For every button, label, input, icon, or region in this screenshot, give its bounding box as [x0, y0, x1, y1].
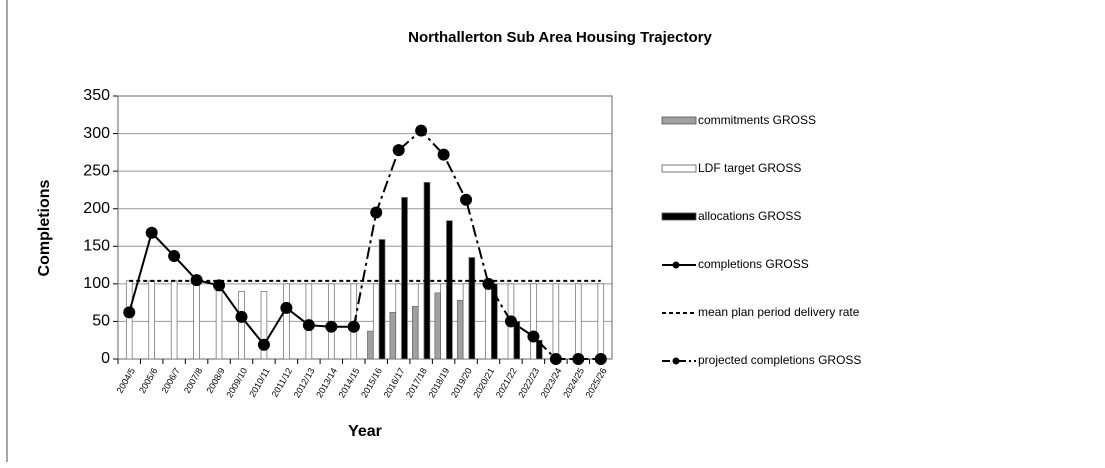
bar — [389, 312, 397, 360]
x-tick-label: 2022/23 — [516, 366, 541, 399]
bar — [148, 280, 155, 360]
bar — [417, 283, 425, 360]
bar — [552, 283, 560, 360]
x-tick-label: 2013/14 — [314, 366, 339, 399]
y-tick-label: 350 — [83, 87, 110, 104]
line-marker — [123, 306, 136, 319]
line-marker — [415, 124, 428, 137]
x-tick-label: 2017/18 — [404, 366, 429, 399]
line-marker — [145, 226, 158, 239]
legend-marker — [672, 261, 680, 269]
y-tick-label: 100 — [83, 275, 110, 292]
line-marker — [280, 301, 293, 314]
bar — [485, 283, 492, 360]
line-marker — [504, 315, 517, 328]
y-tick-label: 300 — [83, 125, 110, 142]
x-tick-label: 2014/15 — [337, 366, 362, 399]
line-marker — [190, 274, 203, 287]
line-marker — [594, 353, 607, 365]
line-marker — [325, 320, 338, 333]
bar — [462, 283, 470, 360]
bar — [372, 283, 380, 360]
x-tick-label: 2016/17 — [382, 366, 407, 399]
x-tick-label: 2019/20 — [449, 366, 474, 399]
legend-label: projected completions GROSS — [698, 353, 861, 367]
x-tick-label: 2023/24 — [539, 366, 564, 399]
x-tick-label: 2008/9 — [204, 366, 226, 395]
x-tick-label: 2020/21 — [471, 366, 496, 399]
bar — [456, 300, 464, 360]
bar — [193, 280, 200, 360]
x-tick-label: 2018/19 — [426, 366, 451, 399]
plot-area — [117, 95, 613, 360]
bar — [468, 257, 476, 360]
y-axis-label: Completions — [36, 179, 53, 276]
x-tick-label: 2009/10 — [224, 366, 249, 399]
legend-label: allocations GROSS — [698, 209, 801, 223]
y-tick-label: 200 — [83, 200, 110, 217]
line-marker — [257, 338, 270, 351]
y-tick-label: 0 — [101, 350, 110, 367]
line-marker — [527, 330, 540, 343]
line-marker — [460, 193, 473, 206]
line-marker — [213, 279, 226, 292]
x-tick-label: 2005/6 — [137, 366, 159, 395]
x-tick-label: 2006/7 — [159, 366, 181, 395]
bar — [434, 292, 442, 360]
bar — [513, 321, 521, 360]
x-tick-label: 2011/12 — [270, 366, 295, 399]
x-tick-label: 2004/5 — [115, 366, 137, 395]
y-tick-label: 250 — [83, 162, 110, 179]
bar — [575, 283, 582, 360]
line-marker — [392, 144, 405, 157]
line-marker — [549, 353, 562, 365]
bar — [378, 239, 386, 360]
legend-marker — [672, 357, 680, 365]
legend-label: mean plan period delivery rate — [698, 305, 860, 319]
bar — [395, 283, 402, 360]
legend-label: LDF target GROSS — [698, 161, 801, 175]
bar — [446, 220, 453, 360]
line-marker — [347, 320, 360, 333]
line-marker — [437, 148, 450, 161]
x-tick-label: 2015/16 — [359, 366, 384, 399]
bar — [597, 283, 605, 360]
legend-swatch — [661, 212, 697, 221]
x-tick-label: 2010/11 — [247, 366, 272, 399]
line-marker — [572, 353, 585, 365]
bar — [423, 182, 431, 360]
bar — [125, 280, 133, 360]
x-tick-label: 2012/13 — [292, 366, 317, 399]
bar — [535, 339, 543, 360]
bar — [170, 280, 178, 360]
x-tick-label: 2021/22 — [494, 366, 519, 399]
bar — [283, 283, 290, 360]
line-marker — [235, 310, 248, 323]
line-marker — [302, 319, 315, 332]
x-tick-label: 2007/8 — [182, 366, 204, 395]
bar — [260, 291, 268, 360]
bar — [401, 197, 408, 360]
bar — [367, 330, 374, 360]
legend-label: completions GROSS — [698, 257, 809, 271]
x-axis-label: Year — [348, 423, 382, 440]
legend-swatch — [661, 116, 697, 125]
legend-swatch — [661, 164, 697, 173]
line-marker — [482, 277, 495, 290]
legend-label: commitments GROSS — [698, 113, 816, 127]
y-tick-label: 150 — [83, 238, 110, 255]
y-tick-label: 50 — [92, 313, 110, 330]
bar — [215, 280, 223, 360]
bar — [412, 306, 419, 360]
bar — [440, 283, 447, 360]
line-marker — [370, 206, 383, 219]
bar — [238, 291, 245, 360]
line-marker — [168, 250, 181, 263]
bar — [530, 283, 537, 360]
x-tick-label: 2025/26 — [584, 366, 609, 399]
x-tick-label: 2024/25 — [561, 366, 586, 399]
chart-title: Northallerton Sub Area Housing Trajector… — [408, 29, 712, 46]
